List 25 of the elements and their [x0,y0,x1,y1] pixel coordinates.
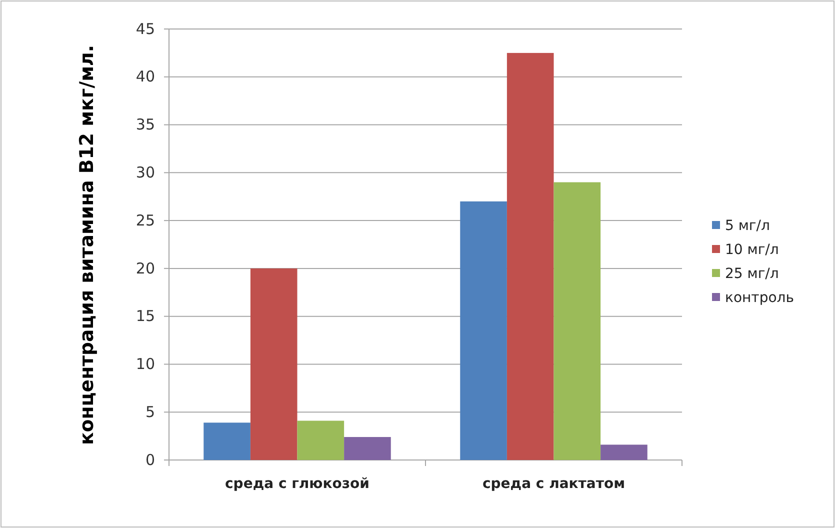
bar [460,201,507,460]
legend-label: 10 мг/л [725,242,779,258]
y-tick-label: 25 [136,211,155,230]
y-tick-label: 35 [136,116,155,134]
bar [554,182,601,460]
y-tick-label: 15 [136,307,155,326]
x-tick-label: среда с глюкозой [225,476,370,492]
bar [600,444,648,460]
bar [297,420,344,460]
y-tick-label: 40 [136,68,155,86]
bar [344,437,391,460]
y-tick-label: 30 [136,163,155,182]
bar [204,422,250,460]
y-tick-label: 10 [136,355,155,374]
y-axis-title: концентрация витамина В12 мкг/мл. [76,42,98,445]
y-tick-label: 5 [145,402,155,421]
legend-label: контроль [725,290,794,306]
y-tick-label: 20 [136,259,155,278]
y-tick-label: 45 [136,20,155,38]
y-tick-label: 0 [145,450,155,469]
legend-label: 5 мг/л [725,218,770,234]
bar [250,268,298,460]
x-tick-label: среда с лактатом [482,476,626,492]
legend-label: 25 мг/л [725,266,779,282]
bar [506,52,554,460]
